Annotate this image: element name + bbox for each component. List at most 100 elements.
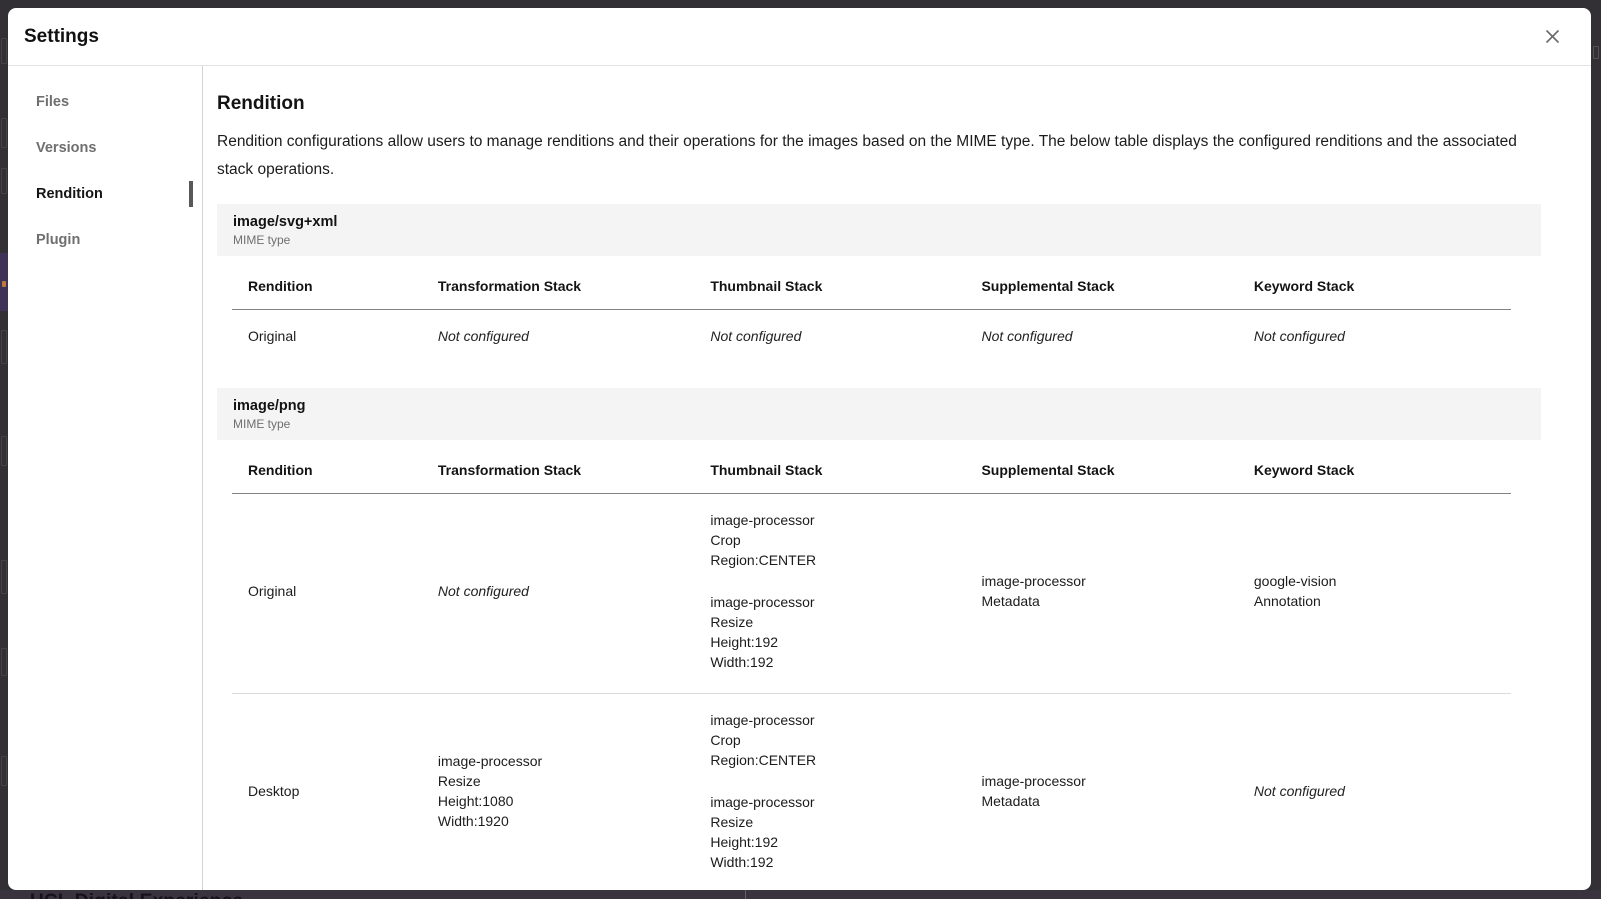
- operation-block: image-processor Crop Region:CENTER: [710, 510, 973, 570]
- transformation-stack-cell: image-processor Resize Height:1080 Width:19…: [437, 693, 711, 890]
- table-row: Desktop image-processor Resize Height:1080 W…: [232, 693, 1511, 890]
- operation-line: Width:1920: [437, 813, 509, 829]
- operation-line: Metadata: [981, 793, 1040, 809]
- mime-band: image/svg+xml MIME type: [217, 204, 1541, 256]
- rendition-name-cell: Original: [248, 583, 297, 599]
- thumbnail-stack-cell: image-processor Crop Region:CENTER image-pr…: [710, 494, 981, 694]
- operation-block: image-processor Resize Height:192 Width:192: [710, 792, 973, 872]
- operation-line: image-processor: [710, 512, 815, 528]
- operation-line: Resize: [437, 773, 481, 789]
- not-configured-label: Not configured: [437, 328, 529, 344]
- table-header-row: Rendition Transformation Stack Thumbnail S…: [232, 440, 1511, 494]
- underlay-icon-ghost: [1593, 46, 1599, 59]
- underlay-divider: [745, 890, 746, 899]
- operation-line: Height:192: [710, 834, 779, 850]
- close-icon: [1545, 29, 1560, 44]
- table-row: Original Not configured image-processor Cro…: [232, 494, 1511, 694]
- page-title: Rendition: [217, 93, 305, 114]
- dialog-body: Files Versions Rendition Plugin Rendition R…: [8, 66, 1591, 890]
- column-header: Transformation Stack: [437, 440, 711, 494]
- thumbnail-stack-cell: Not configured: [710, 310, 981, 368]
- sidebar-item-files[interactable]: Files: [8, 79, 202, 125]
- column-header: Thumbnail Stack: [710, 256, 982, 310]
- sidebar-item-versions[interactable]: Versions: [8, 125, 202, 171]
- column-header: Thumbnail Stack: [710, 440, 982, 494]
- sidebar-item-label: Files: [36, 94, 70, 110]
- operation-line: image-processor: [710, 794, 815, 810]
- settings-dialog: Settings Files Versions Rendition Plugin Re…: [8, 8, 1591, 890]
- operation-line: image-processor: [437, 753, 543, 769]
- mime-type-label: MIME type: [233, 417, 291, 431]
- supplemental-stack-cell: Not configured: [981, 310, 1253, 368]
- sidebar-item-label: Plugin: [36, 232, 81, 248]
- settings-sidebar: Files Versions Rendition Plugin: [8, 66, 203, 890]
- operation-line: Crop: [710, 532, 741, 548]
- keyword-stack-cell: Not configured: [1254, 310, 1511, 368]
- dialog-header: Settings: [8, 8, 1591, 66]
- operation-line: Annotation: [1253, 593, 1321, 609]
- transformation-stack-cell: Not configured: [438, 310, 710, 368]
- underlay-icon-ghost: [1, 38, 7, 64]
- operation-line: Crop: [710, 732, 741, 748]
- rendition-name-cell: Original: [248, 328, 297, 344]
- underlay-icon-ghost: [1, 648, 7, 676]
- column-header: Supplemental Stack: [981, 440, 1254, 494]
- not-configured-label: Not configured: [1253, 328, 1345, 344]
- operation-line: image-processor: [710, 594, 815, 610]
- operation-block: image-processor Resize Height:192 Width:192: [710, 592, 973, 672]
- not-configured-label: Not configured: [437, 583, 529, 599]
- settings-content: Rendition Rendition configurations allow…: [203, 66, 1591, 890]
- rendition-name-cell: Desktop: [232, 693, 438, 890]
- sidebar-item-plugin[interactable]: Plugin: [8, 217, 202, 263]
- keyword-stack-cell: google-vision Annotation: [1254, 494, 1511, 694]
- operation-line: image-processor: [981, 573, 1086, 589]
- mime-type-value: image/png: [233, 398, 306, 414]
- column-header: Rendition: [232, 256, 438, 310]
- column-header: Supplemental Stack: [981, 256, 1254, 310]
- not-configured-label: Not configured: [981, 328, 1073, 344]
- sidebar-item-label: Versions: [36, 140, 97, 156]
- underlay-icon-ghost: [1, 330, 7, 364]
- underlay-icon-ghost: [1, 436, 7, 466]
- operation-block: image-processor Metadata: [981, 771, 1245, 811]
- close-button[interactable]: [1537, 22, 1567, 52]
- operation-block: image-processor Resize Height:1080 Width:19…: [438, 751, 702, 831]
- mime-type-label: MIME type: [233, 233, 291, 247]
- dialog-title: Settings: [24, 25, 99, 47]
- operation-line: Resize: [710, 814, 754, 830]
- underlay-page-title: UCL Digital Experience: [30, 891, 243, 899]
- table-row: Original Not configured Not configured Not …: [232, 310, 1511, 368]
- mime-band: image/png MIME type: [217, 388, 1541, 440]
- column-header: Keyword Stack: [1253, 440, 1511, 494]
- operation-line: Height:192: [710, 634, 779, 650]
- underlay-icon-ghost: [1, 560, 7, 594]
- column-header: Rendition: [232, 440, 438, 494]
- underlay-bottom-strip: UCL Digital Experience: [0, 890, 1601, 899]
- supplemental-stack-cell: image-processor Metadata: [981, 494, 1253, 694]
- operation-line: Resize: [710, 614, 754, 630]
- operation-line: Metadata: [981, 593, 1040, 609]
- operation-line: image-processor: [710, 712, 815, 728]
- page-description: Rendition configurations allow users to …: [217, 133, 1517, 178]
- transformation-stack-cell: Not configured: [438, 494, 710, 694]
- underlay-icon-ghost: [1, 168, 7, 194]
- not-configured-label: Not configured: [710, 328, 802, 344]
- thumbnail-stack-cell: image-processor Crop Region:CENTER image-pr…: [710, 693, 982, 890]
- renditions-table: Rendition Transformation Stack Thumbnail S…: [232, 440, 1511, 890]
- mime-section: image/png MIME type Rendition Transformatio…: [217, 388, 1541, 890]
- mime-sections: image/svg+xml MIME type Rendition Transform…: [217, 204, 1541, 890]
- column-header: Keyword Stack: [1253, 256, 1511, 310]
- sidebar-item-rendition[interactable]: Rendition: [8, 171, 202, 217]
- mime-type-value: image/svg+xml: [233, 214, 338, 230]
- operation-line: Region:CENTER: [710, 752, 817, 768]
- mime-section: image/svg+xml MIME type Rendition Transform…: [217, 204, 1541, 367]
- underlay-icon-ghost: [1, 756, 7, 786]
- table-header-row: Rendition Transformation Stack Thumbnail S…: [232, 256, 1511, 310]
- operation-line: Width:192: [710, 854, 774, 870]
- not-configured-label: Not configured: [1253, 783, 1345, 799]
- operation-block: image-processor Metadata: [981, 571, 1245, 611]
- operation-line: google-vision: [1253, 573, 1337, 589]
- operation-block: image-processor Crop Region:CENTER: [710, 710, 973, 770]
- operation-line: Width:192: [710, 654, 774, 670]
- operation-line: Region:CENTER: [710, 552, 817, 568]
